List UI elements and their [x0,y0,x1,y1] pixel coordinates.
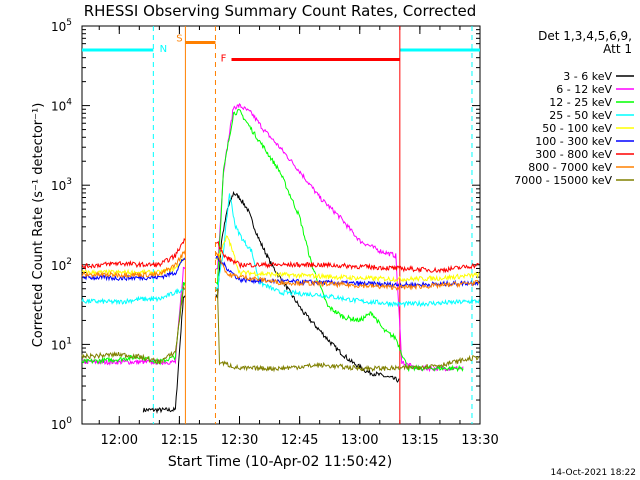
flag-label-n: N [160,44,167,55]
series-line [215,240,480,274]
y-tick-label: 103 [51,177,72,193]
x-tick-label: 12:45 [281,433,318,448]
x-tick-label: 13:15 [401,433,438,448]
y-axis-label: Corrected Count Rate (s⁻¹ detector⁻¹) [31,103,46,348]
legend-label: 50 - 100 keV [542,122,612,135]
x-tick-label: 12:30 [221,433,258,448]
legend-title-line-2: Att 1 [603,42,632,56]
legend-label: 3 - 6 keV [563,70,612,83]
flag-label-s: S [176,34,182,45]
series-line [81,257,186,282]
y-tick-label: 101 [51,336,72,352]
flag-bars: NS F [82,26,480,424]
chart-title: RHESSI Observing Summary Count Rates, Co… [84,2,477,20]
y-axis: 100 101 102 103 104 105 [51,18,480,432]
legend-label: 100 - 300 keV [535,135,612,148]
legend-label: 7000 - 15000 keV [514,174,612,187]
plot-frame [81,25,481,425]
y-tick-label: 104 [51,98,72,114]
series-line [215,108,464,373]
x-tick-label: 13:30 [461,433,498,448]
y-tick-label: 102 [51,257,72,273]
x-tick-label: 12:15 [161,433,198,448]
series-line [81,237,186,271]
series-line [142,295,186,414]
series-line [81,266,186,366]
x-axis-label: Start Time (10-Apr-02 11:50:42) [168,454,392,470]
series-line [215,102,464,373]
x-axis: 12:00 12:15 12:30 12:45 13:00 13:15 13:30 [98,26,499,448]
legend-title-line-1: Det 1,3,4,5,6,9, [538,29,632,43]
y-tick-label: 100 [51,416,72,432]
series-lines [81,102,480,414]
series-line [81,288,186,306]
legend-label: 25 - 50 keV [549,109,612,122]
series-line [215,190,400,383]
series-line [215,193,480,309]
series-line [81,282,186,366]
x-tick-label: 13:00 [341,433,378,448]
series-line [81,250,186,279]
series-line [215,251,480,291]
legend-label: 300 - 800 keV [535,148,612,161]
x-tick-label: 12:00 [101,433,138,448]
legend-label: 6 - 12 keV [556,83,612,96]
plot-area [81,25,481,425]
legend-label: 800 - 7000 keV [528,161,612,174]
series-line [215,287,480,373]
render-timestamp: 14-Oct-2021 18:22 [551,468,636,478]
y-tick-label: 105 [51,18,72,34]
series-line [81,286,186,365]
legend-label: 12 - 25 keV [549,96,612,109]
flag-label-f: F [221,53,227,64]
series-line [215,235,480,283]
